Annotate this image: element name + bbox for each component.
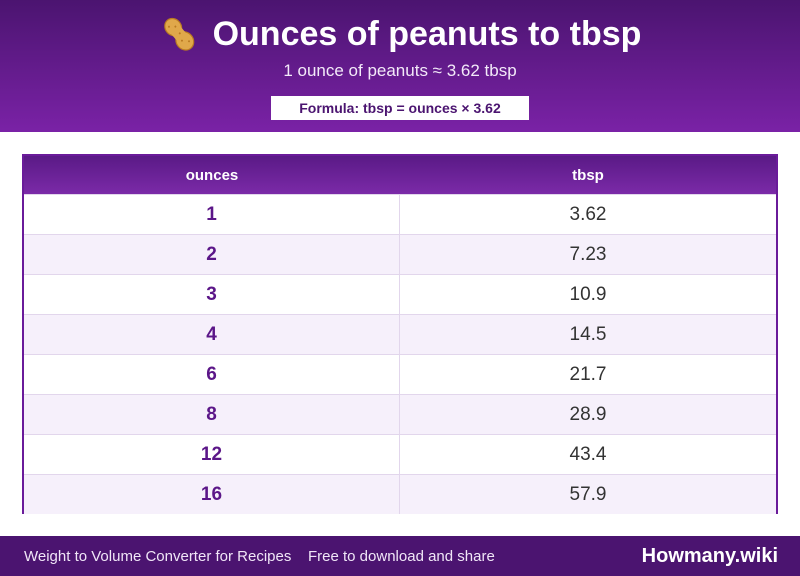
conversion-table: ounces tbsp 1 3.62 2 7.23 3 10.9 4 14.5 … — [22, 154, 778, 514]
peanut-icon — [163, 17, 194, 51]
table-row: 2 7.23 — [24, 234, 776, 274]
column-header-ounces: ounces — [185, 166, 239, 184]
ounces-cell: 8 — [24, 395, 400, 434]
title-text: Ounces of peanuts to tbsp — [212, 15, 642, 53]
table-row: 3 10.9 — [24, 274, 776, 314]
table-row: 8 28.9 — [24, 394, 776, 434]
tbsp-cell: 28.9 — [569, 403, 607, 425]
footer-tagline: Free to download and share — [308, 547, 495, 565]
tbsp-cell: 43.4 — [569, 443, 607, 465]
tbsp-cell: 21.7 — [569, 363, 607, 385]
ounces-cell: 3 — [24, 275, 400, 314]
page-title: Ounces of peanuts to tbsp — [0, 14, 800, 54]
tbsp-cell: 3.62 — [569, 203, 607, 225]
formula-badge: Formula: tbsp = ounces × 3.62 — [271, 96, 529, 120]
ounces-cell: 16 — [24, 475, 400, 514]
tbsp-cell: 7.23 — [569, 243, 607, 265]
tbsp-cell: 10.9 — [569, 283, 607, 305]
table-row: 16 57.9 — [24, 474, 776, 514]
table-row: 12 43.4 — [24, 434, 776, 474]
footer-description: Weight to Volume Converter for Recipes — [24, 547, 292, 565]
column-header-tbsp: tbsp — [572, 166, 604, 184]
ounces-cell: 6 — [24, 355, 400, 394]
table-body: 1 3.62 2 7.23 3 10.9 4 14.5 6 21.7 8 28.… — [24, 194, 776, 514]
tbsp-cell: 14.5 — [569, 323, 607, 345]
table-row: 6 21.7 — [24, 354, 776, 394]
ounces-cell: 1 — [24, 195, 400, 234]
ounces-cell: 12 — [24, 435, 400, 474]
table-row: 1 3.62 — [24, 194, 776, 234]
table-header: ounces tbsp — [24, 156, 776, 194]
subtitle: 1 ounce of peanuts ≈ 3.62 tbsp — [283, 61, 517, 80]
header: Ounces of peanuts to tbsp 1 ounce of pea… — [0, 0, 800, 132]
brand-logo[interactable]: Howmany.wiki — [641, 544, 778, 567]
ounces-cell: 4 — [24, 315, 400, 354]
table-row: 4 14.5 — [24, 314, 776, 354]
footer: Weight to Volume Converter for Recipes F… — [0, 536, 800, 576]
ounces-cell: 2 — [24, 235, 400, 274]
tbsp-cell: 57.9 — [569, 483, 607, 505]
